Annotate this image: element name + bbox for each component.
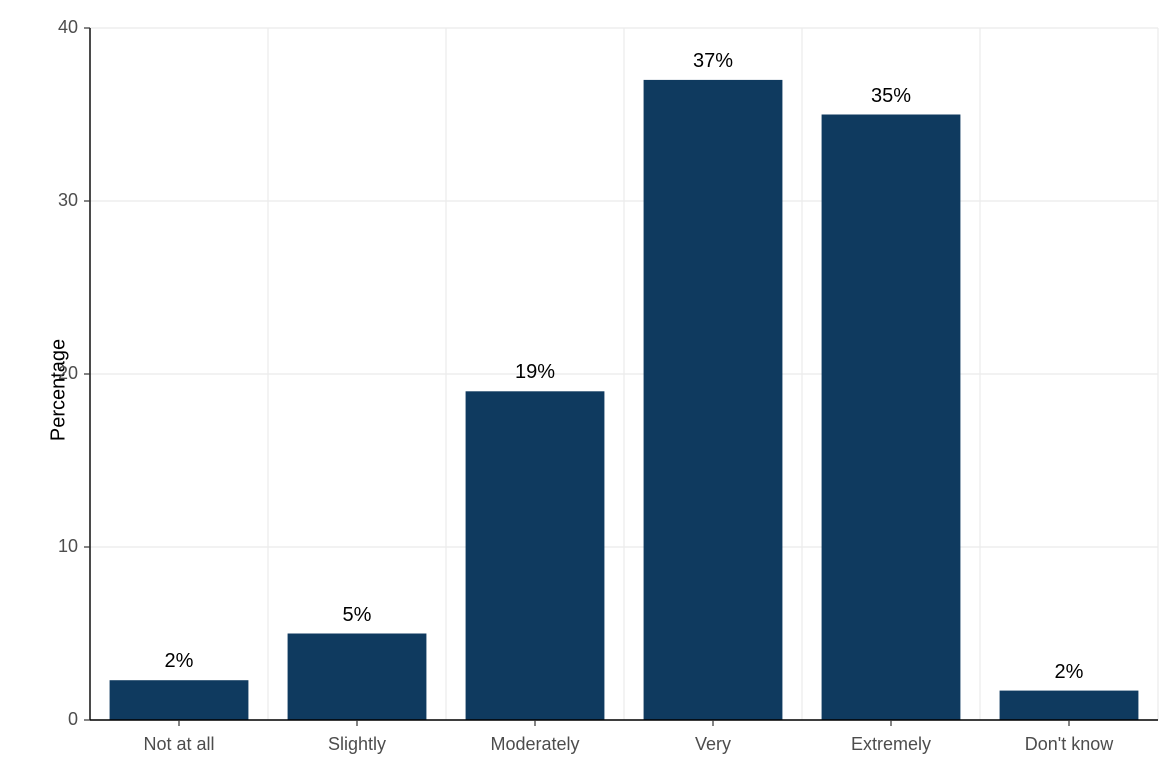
y-axis-label: Percentage [48,339,71,441]
y-tick-label: 0 [68,709,78,730]
bar-value-label: 5% [343,604,372,627]
x-tick-label: Not at all [143,734,214,755]
bar-value-label: 37% [693,50,733,73]
bar-value-label: 35% [871,85,911,108]
bar-chart: Percentage 0 10 20 30 40 Not at all Slightly Mo… [0,0,1170,780]
x-tick-label: Extremely [851,734,931,755]
y-tick-label: 40 [58,17,78,38]
bar-value-label: 2% [1055,661,1084,684]
y-tick-label: 30 [58,190,78,211]
x-tick-label: Don't know [1025,734,1113,755]
x-tick-label: Moderately [490,734,579,755]
y-tick-label: 20 [58,363,78,384]
y-tick-label: 10 [58,536,78,557]
x-tick-label: Very [695,734,731,755]
x-tick-label: Slightly [328,734,386,755]
bar-value-label: 2% [165,650,194,673]
bar-value-label: 19% [515,361,555,384]
